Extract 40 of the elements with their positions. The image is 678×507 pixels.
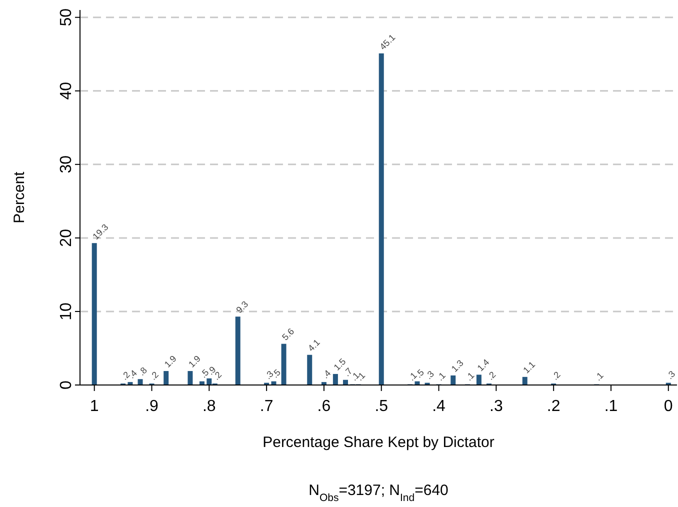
data-label: 5.6 bbox=[280, 326, 296, 342]
data-label: 4.1 bbox=[306, 337, 322, 354]
data-label: .1 bbox=[464, 370, 476, 383]
x-tick-label: 1 bbox=[90, 398, 99, 415]
x-tick-label: .5 bbox=[374, 398, 388, 415]
data-label: 1.9 bbox=[162, 354, 178, 370]
y-tick-label: 10 bbox=[58, 302, 75, 320]
x-tick-label: .9 bbox=[145, 398, 159, 415]
data-label: .1 bbox=[435, 370, 448, 383]
data-label: .8 bbox=[136, 365, 150, 378]
x-tick-label: .8 bbox=[202, 398, 216, 415]
data-label: .1 bbox=[592, 370, 606, 383]
data-label: .2 bbox=[550, 370, 562, 382]
text: N$_{Obs}$=3197; N$_{Ind}$=640 bbox=[308, 482, 448, 504]
data-label: 1.3 bbox=[449, 358, 466, 374]
data-label: .4 bbox=[320, 368, 333, 380]
y-axis-title: Percent bbox=[11, 170, 28, 224]
y-tick-label: 30 bbox=[58, 155, 75, 174]
y-tick-label: 40 bbox=[58, 82, 75, 100]
data-label: .5 bbox=[198, 367, 211, 380]
x-axis-title: Percentage Share Kept by Dictator bbox=[262, 434, 494, 451]
x-tick-label: .4 bbox=[432, 398, 446, 415]
x-tick-label: .7 bbox=[260, 398, 274, 415]
x-tick-label: .6 bbox=[317, 398, 331, 415]
data-label: 9.3 bbox=[234, 299, 250, 316]
data-label: .3 bbox=[424, 368, 436, 382]
x-tick-label: .2 bbox=[546, 398, 560, 415]
data-label: 1.9 bbox=[186, 354, 202, 370]
data-label: .2 bbox=[148, 370, 160, 382]
x-tick-label: .3 bbox=[490, 398, 503, 415]
data-label: .2 bbox=[119, 370, 132, 382]
data-label: .3 bbox=[664, 368, 678, 382]
data-label: .7 bbox=[342, 366, 354, 378]
y-tick-label: 0 bbox=[58, 380, 75, 390]
x-tick-label: 0 bbox=[664, 398, 673, 415]
y-tick-label: 20 bbox=[58, 228, 75, 247]
y-tick-label: 50 bbox=[58, 8, 75, 26]
data-label: 1.1 bbox=[521, 359, 538, 376]
data-label: 45.1 bbox=[378, 32, 398, 52]
x-tick-label: .1 bbox=[604, 398, 618, 415]
